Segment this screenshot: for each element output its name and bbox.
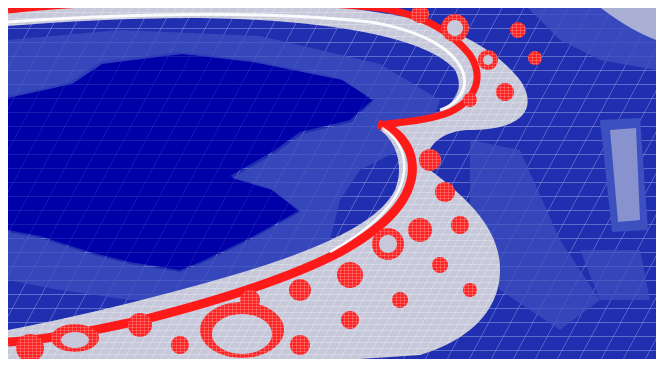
transition-band <box>8 30 440 300</box>
fractal-boundary-bottom <box>7 119 477 362</box>
refined-mesh-band <box>8 0 528 363</box>
deep-blue-grid <box>8 52 372 270</box>
top-right-streak <box>590 0 656 40</box>
